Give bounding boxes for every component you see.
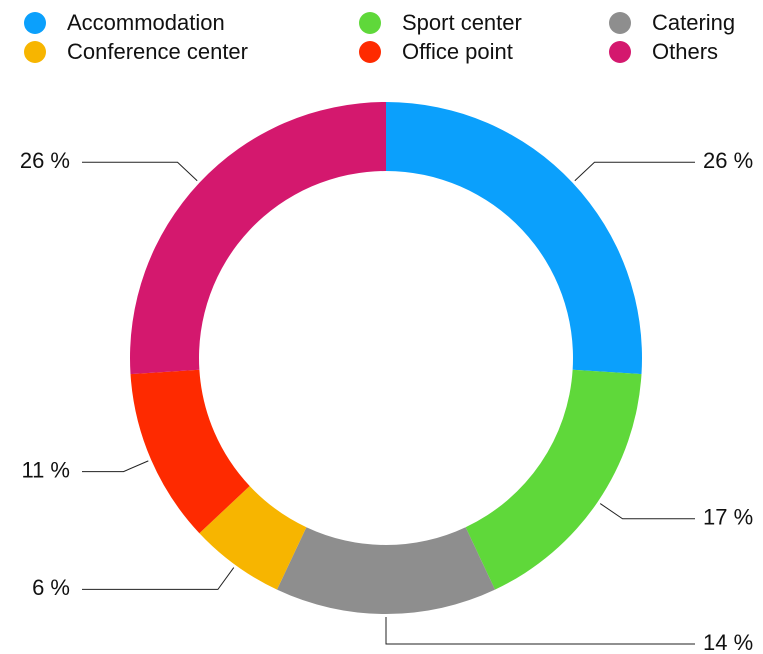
legend-swatch: [24, 12, 46, 34]
leader-line: [82, 161, 198, 182]
data-label: 14 %: [703, 630, 753, 654]
legend-swatch: [609, 12, 631, 34]
legend-label: Catering: [652, 10, 735, 35]
legend-swatch: [359, 12, 381, 34]
donut-slice: [130, 369, 250, 534]
legend-label: Sport center: [402, 10, 522, 35]
data-label: 26 %: [20, 148, 70, 173]
data-label: 6 %: [32, 575, 70, 600]
legend-label: Others: [652, 39, 718, 64]
donut-slice: [465, 369, 642, 590]
leader-line: [599, 503, 695, 520]
legend-swatch: [609, 41, 631, 63]
leader-line: [385, 617, 695, 645]
donut-slice: [277, 527, 495, 614]
leader-line: [82, 460, 149, 473]
legend-label: Office point: [402, 39, 513, 64]
leader-line: [82, 567, 235, 590]
donut-slice: [199, 486, 307, 590]
donut-slice: [130, 102, 386, 375]
donut-slice: [386, 102, 642, 375]
legend-label: Conference center: [67, 39, 248, 64]
data-label: 17 %: [703, 505, 753, 530]
data-label: 11 %: [21, 457, 70, 482]
data-label: 26 %: [703, 148, 753, 173]
legend-swatch: [24, 41, 46, 63]
leader-line: [574, 161, 695, 182]
legend-swatch: [359, 41, 381, 63]
legend-label: Accommodation: [67, 10, 225, 35]
